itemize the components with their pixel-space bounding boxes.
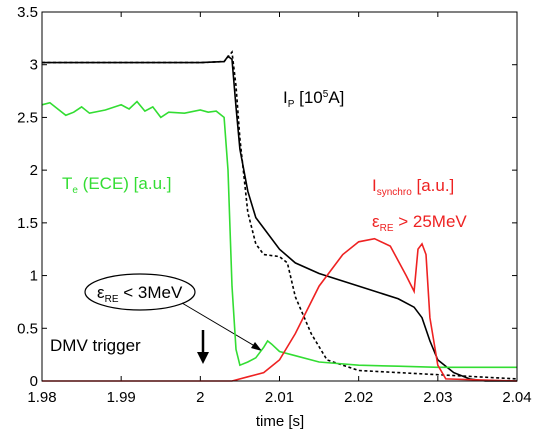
annotation: Te (ECE) [a.u.] [62,174,171,196]
annotation-part: ε [97,283,105,302]
annotation-part: e [72,185,78,196]
annotation-part: [a.u.] [412,176,455,195]
callout-arrow-head [251,342,262,351]
x-tick-label: 2 [196,389,204,406]
annotation-part: A] [328,88,344,107]
x-tick-label: 2.02 [344,389,373,406]
annotation: DMV trigger [50,336,141,355]
annotation: εRE > 25MeV [372,212,467,234]
callout-arrow [181,302,259,349]
x-tick-label: 1.98 [27,389,56,406]
y-tick-label: 2 [30,162,38,179]
y-tick-label: 2.5 [17,109,38,126]
x-tick-label: 2.03 [423,389,452,406]
annotation-part: I [372,176,377,195]
x-tick-label: 2.04 [502,389,531,406]
series-line [42,50,518,380]
annotation-part: I [283,88,288,107]
y-tick-label: 3.5 [17,4,38,21]
x-tick-label: 1.99 [107,389,136,406]
annotation-part: T [62,174,72,193]
annotation-part: synchro [377,187,412,198]
annotation-part: (ECE) [a.u.] [78,174,172,193]
annotation-part: RE [105,294,119,305]
series-line [42,237,518,382]
callout-ellipse [84,273,196,311]
annotation: εRE < 3MeV [97,283,183,305]
y-tick-label: 3 [30,57,38,74]
annotation-part: < 3MeV [119,283,183,302]
annotation-part: RE [380,223,394,234]
x-tick-label: 2.01 [265,389,294,406]
x-axis-label: time [s] [256,413,304,430]
annotation-part: ε [372,212,380,231]
annotation: Isynchro [a.u.] [372,176,454,198]
annotation: IP [105A] [283,88,344,110]
annotation-part: 5 [323,89,329,100]
annotation-part: P [288,99,295,110]
plot-frame [41,11,518,382]
annotation-part: DMV trigger [50,336,141,355]
annotation-part: > 25MeV [394,212,468,231]
series-line [41,100,517,369]
y-tick-label: 1 [30,268,38,285]
annotation-part: [10 [294,88,322,107]
y-tick-label: 1.5 [17,215,38,232]
y-tick-label: 0 [30,373,38,390]
y-tick-label: 0.5 [17,320,38,337]
trigger-arrow-head [197,352,209,364]
